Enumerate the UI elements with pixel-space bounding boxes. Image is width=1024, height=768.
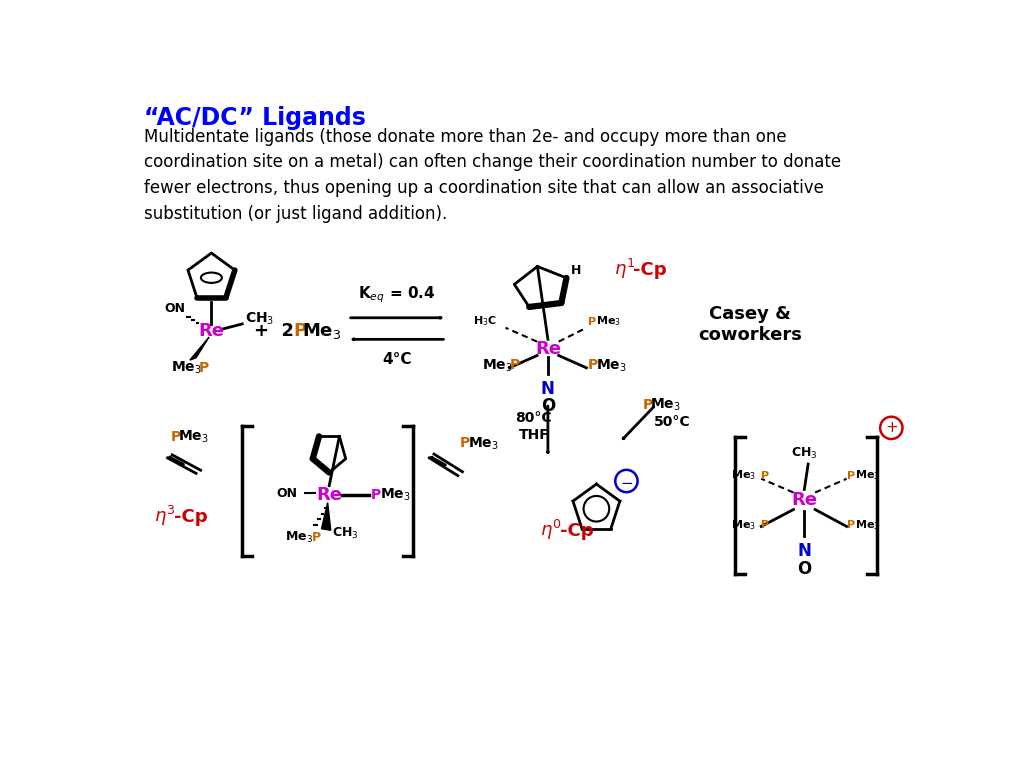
Text: coworkers: coworkers [698,326,803,344]
Text: P: P [294,322,307,340]
Text: K$_{eq}$ = 0.4: K$_{eq}$ = 0.4 [358,285,436,306]
Text: P: P [588,316,596,326]
Text: $+$: $+$ [885,420,898,435]
Text: Me$_3$: Me$_3$ [302,321,342,341]
Text: THF: THF [518,429,550,442]
Text: Me$_3$: Me$_3$ [596,315,621,329]
Text: ON: ON [164,302,185,315]
Text: Me$_3$: Me$_3$ [285,530,312,545]
Text: Me$_3$: Me$_3$ [481,357,512,374]
Text: 4°C: 4°C [382,352,412,366]
Text: P: P [761,520,769,530]
Text: Me$_3$: Me$_3$ [650,396,681,413]
Text: $\eta^1$: $\eta^1$ [614,257,635,281]
Text: Me$_3$: Me$_3$ [468,435,499,452]
Text: P: P [371,488,381,502]
Text: CH$_3$: CH$_3$ [245,310,273,327]
Text: Me$_3$: Me$_3$ [855,518,880,531]
Text: Me$_3$: Me$_3$ [731,518,756,531]
Text: Me$_3$: Me$_3$ [855,468,880,482]
Text: $-$: $-$ [620,474,633,488]
Text: Re: Re [792,492,817,509]
Text: P: P [509,359,519,372]
Polygon shape [189,337,209,360]
Text: P: P [199,361,209,375]
Text: P: P [848,471,856,481]
Text: P: P [848,520,856,530]
Text: P: P [311,531,321,544]
Text: Me$_3$: Me$_3$ [171,359,202,376]
Text: Me$_3$: Me$_3$ [731,468,756,482]
Text: -Cp: -Cp [174,508,207,526]
Text: O: O [541,397,555,415]
Text: “AC/DC” Ligands: “AC/DC” Ligands [144,106,367,130]
Text: N: N [798,542,811,560]
Text: ON: ON [276,487,297,500]
Text: -Cp: -Cp [560,522,594,541]
Text: Re: Re [535,339,561,358]
Text: P: P [761,471,769,481]
Text: 50°C: 50°C [654,415,691,429]
Text: Me$_3$: Me$_3$ [178,429,209,445]
Text: H: H [571,264,582,277]
Text: 80°C: 80°C [515,411,552,425]
Text: CH$_3$: CH$_3$ [791,446,817,462]
Text: $\eta^3$: $\eta^3$ [154,504,175,528]
Text: +  2: + 2 [254,322,294,340]
Text: $\eta^0$: $\eta^0$ [541,518,561,542]
Text: Multidentate ligands (those donate more than 2e- and occupy more than one
coordi: Multidentate ligands (those donate more … [144,127,842,223]
Text: P: P [643,398,653,412]
Text: -Cp: -Cp [633,261,667,280]
Text: N: N [541,380,555,398]
Text: P: P [588,359,598,372]
Text: Me$_3$: Me$_3$ [380,487,411,503]
Text: P: P [171,430,181,444]
Polygon shape [322,502,331,530]
Text: Me$_3$: Me$_3$ [596,357,627,374]
Text: P: P [460,436,470,450]
Text: Casey &: Casey & [710,305,792,323]
Text: Re: Re [316,486,342,504]
Text: O: O [798,561,811,578]
Text: CH$_3$: CH$_3$ [333,525,359,541]
Text: H$_3$C: H$_3$C [473,315,497,329]
Text: Re: Re [199,322,224,340]
